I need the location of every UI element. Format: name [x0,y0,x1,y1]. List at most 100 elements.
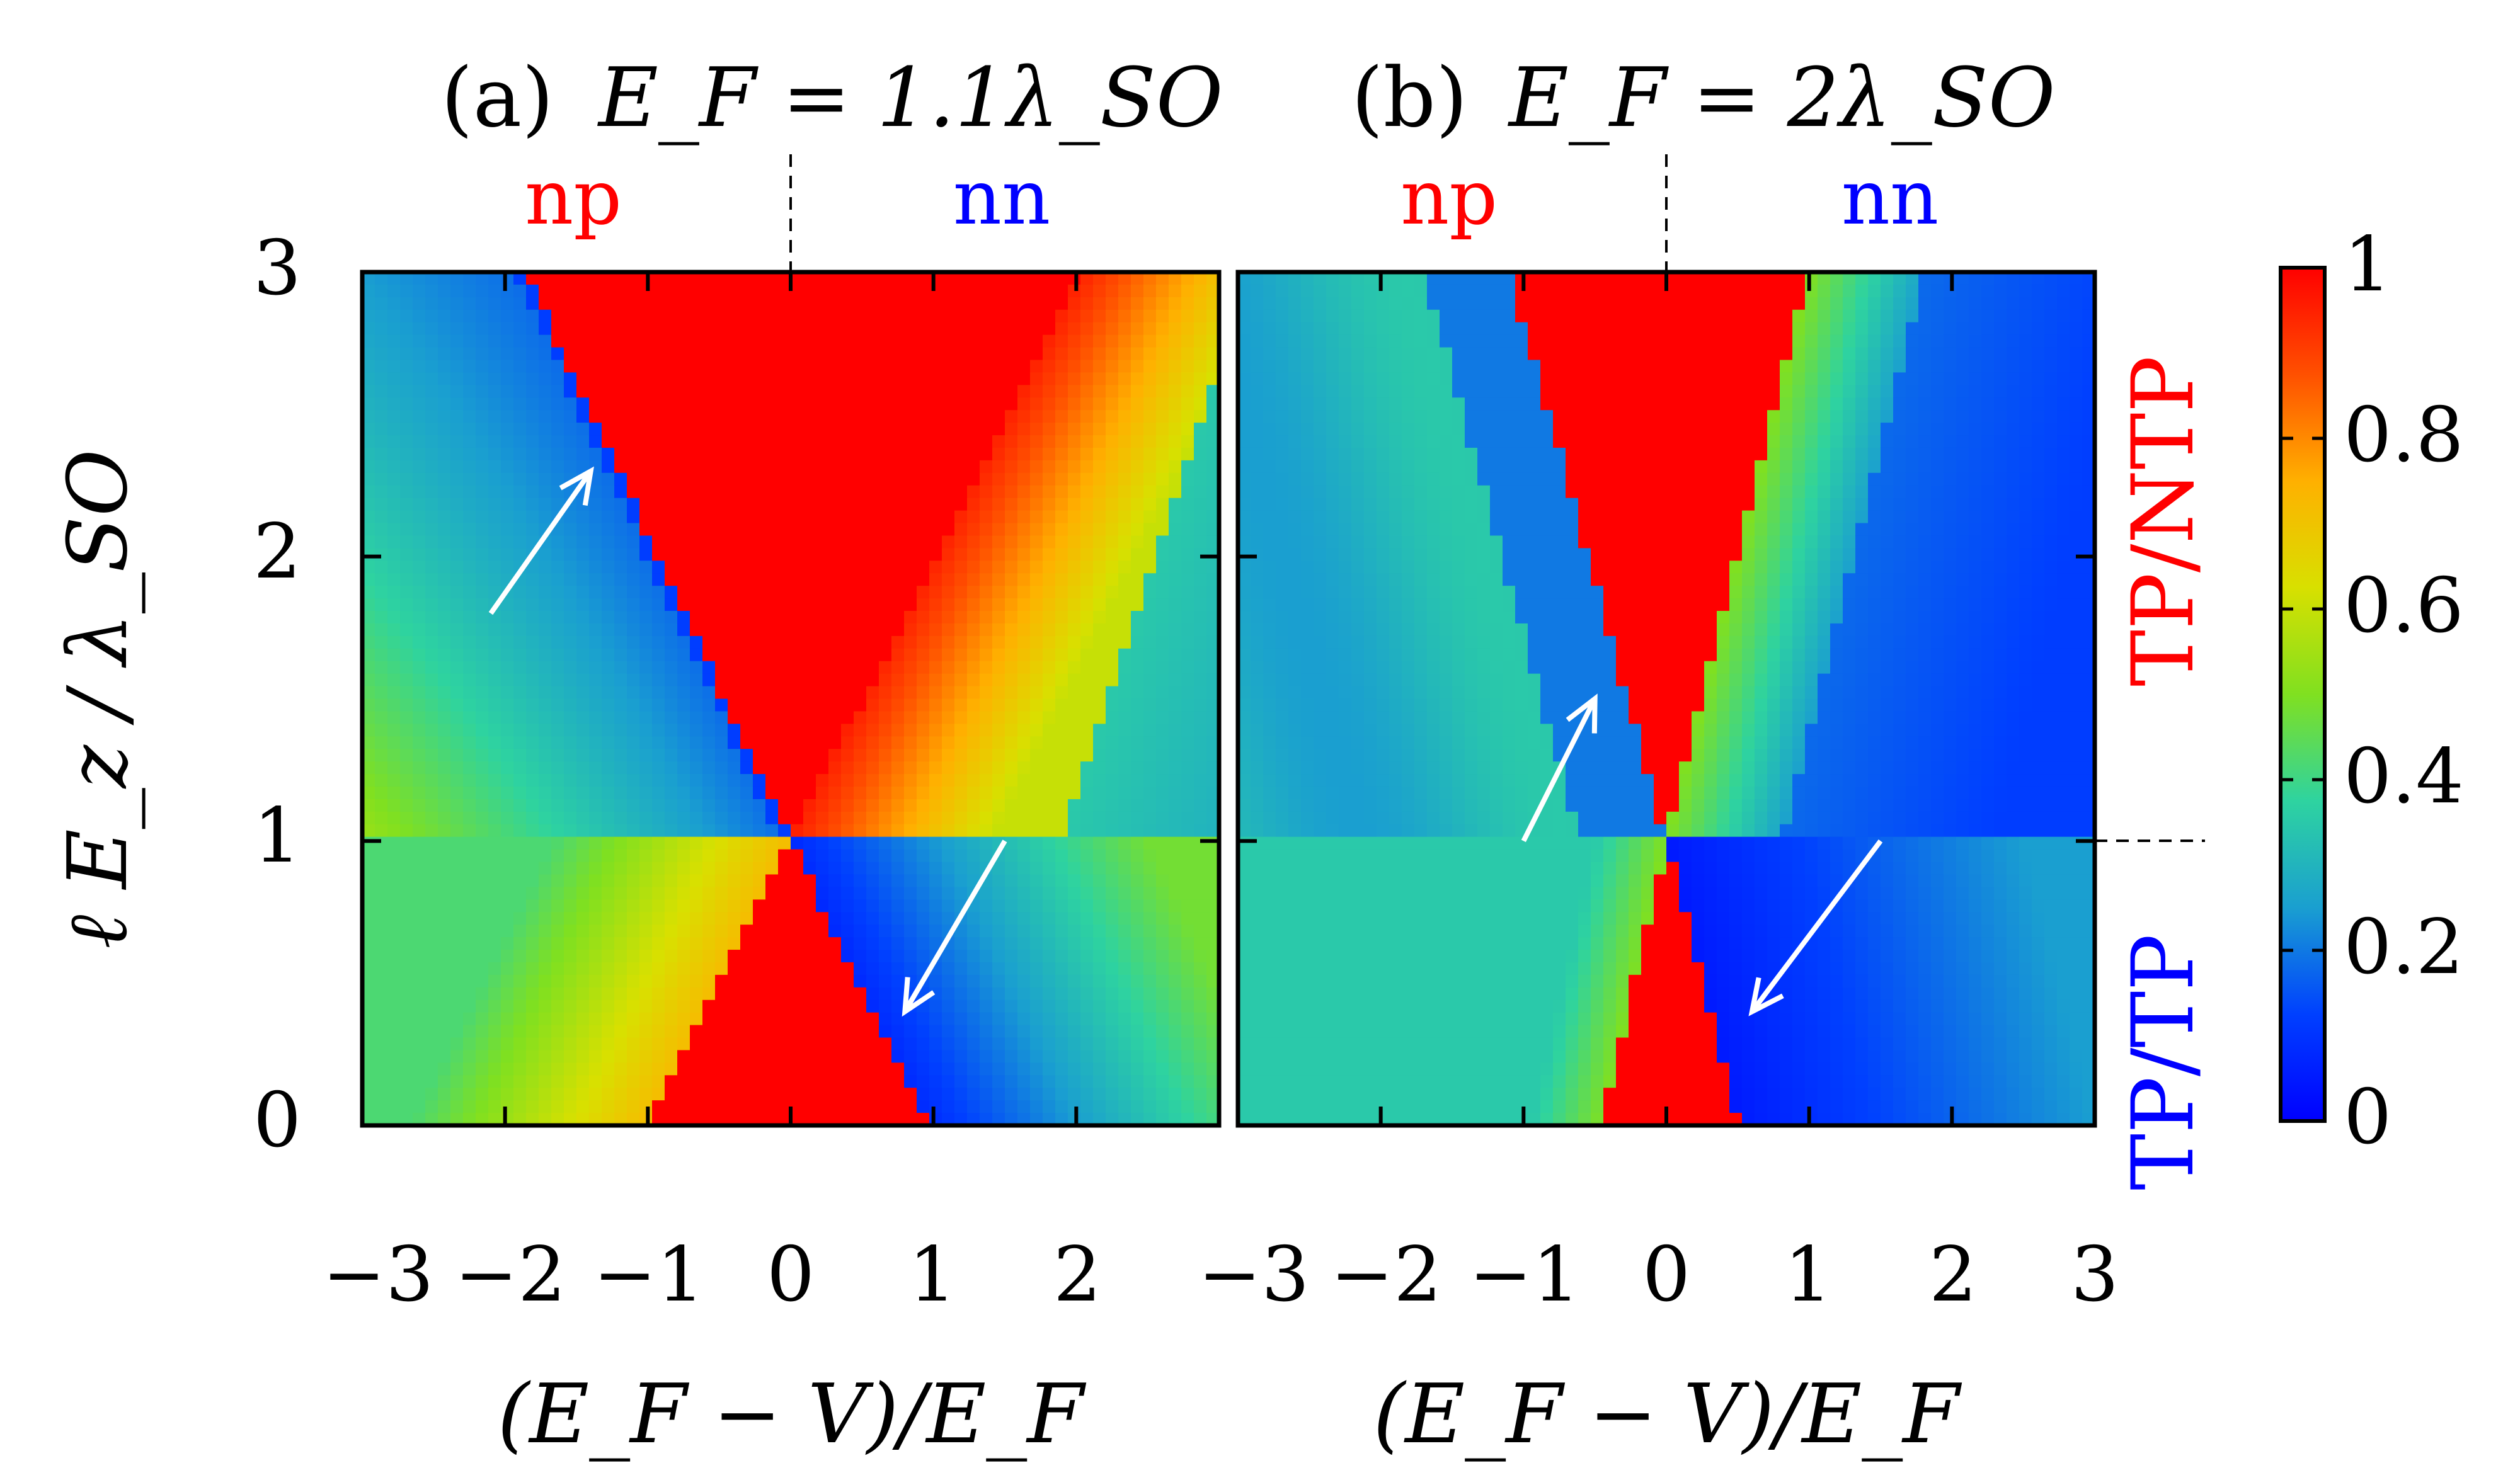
heatmap-cell [1043,1037,1056,1051]
heatmap-cell [438,1050,451,1063]
heatmap-cell [1288,799,1302,812]
heatmap-cell [413,573,426,586]
heatmap-cell [917,1037,930,1051]
heatmap-cell [1263,1088,1276,1101]
heatmap-cell [589,786,602,800]
heatmap-cell [1169,284,1182,298]
heatmap-cell [1143,836,1157,850]
heatmap-cell [954,510,968,524]
heatmap-cell [929,849,942,863]
heatmap-cell [551,435,564,448]
heatmap-cell [803,974,816,988]
heatmap-cell [1055,987,1068,1001]
heatmap-cell [942,460,955,474]
heatmap-cell [803,611,816,624]
heatmap-cell [639,573,653,586]
heatmap-cell [627,1012,640,1026]
heatmap-cell [564,397,577,411]
heatmap-cell [803,711,816,724]
heatmap-cell [728,874,741,887]
heatmap-cell [387,673,401,687]
heatmap-cell [564,309,577,323]
heatmap-cell [904,561,917,574]
heatmap-cell [1194,548,1207,561]
heatmap-cell [841,686,854,700]
heatmap-cell [891,736,905,749]
heatmap-cell [513,648,527,662]
heatmap-cell [501,1088,514,1101]
heatmap-cell [917,623,930,637]
heatmap-cell [1106,912,1119,925]
heatmap-cell [1080,611,1094,624]
heatmap-cell [576,661,590,675]
heatmap-cell [854,423,867,436]
heatmap-cell [1131,661,1144,675]
heatmap-cell [967,849,980,863]
heatmap-cell [866,999,879,1013]
heatmap-cell [1143,1025,1157,1039]
heatmap-cell [488,1012,501,1026]
heatmap-cell [476,912,489,925]
heatmap-cell [1238,410,1251,423]
heatmap-cell [614,1075,627,1088]
heatmap-cell [1238,284,1251,298]
heatmap-cell [513,611,527,624]
heatmap-cell [992,1113,1005,1125]
heatmap-cell [1181,1012,1194,1026]
heatmap-cell [690,811,703,825]
heatmap-cell [954,360,968,373]
heatmap-cell [715,272,728,285]
heatmap-cell [992,586,1005,599]
heatmap-cell [1143,1113,1157,1125]
heatmap-cell [1017,962,1031,976]
heatmap-cell [1068,1050,1081,1063]
heatmap-cell [589,1113,602,1125]
heatmap-cell [1131,648,1144,662]
heatmap-cell [765,1050,779,1063]
heatmap-cell [627,385,640,398]
heatmap-cell [677,925,690,938]
heatmap-cell [1093,761,1106,775]
heatmap-cell [488,736,501,749]
heatmap-cell [1106,1062,1119,1076]
heatmap-cell [1288,974,1302,988]
heatmap-cell [1194,498,1207,511]
heatmap-cell [816,435,829,448]
heatmap-cell [463,673,476,687]
heatmap-cell [614,849,627,863]
heatmap-cell [438,912,451,925]
heatmap-cell [413,598,426,612]
heatmap-cell [1276,937,1289,950]
heatmap-cell [677,397,690,411]
heatmap-cell [715,1062,728,1076]
heatmap-cell [1238,360,1251,373]
heatmap-cell [652,535,665,549]
heatmap-cell [778,811,791,825]
heatmap-cell [539,673,552,687]
heatmap-cell [740,548,753,561]
heatmap-cell [1118,698,1131,712]
heatmap-cell [1276,573,1289,586]
heatmap-cell [463,423,476,436]
heatmap-cell [1043,686,1056,700]
heatmap-cell [891,999,905,1013]
heatmap-cell [1131,1113,1144,1125]
heatmap-cell [614,937,627,950]
heatmap-cell [602,774,615,787]
heatmap-cell [841,423,854,436]
heatmap-cell [501,962,514,976]
heatmap-cell [576,673,590,687]
heatmap-cell [1169,1062,1182,1076]
heatmap-cell [1169,460,1182,474]
heatmap-cell [816,460,829,474]
heatmap-cell [740,460,753,474]
heatmap-cell [1030,1025,1043,1039]
heatmap-cell [1055,786,1068,800]
heatmap-cell [589,284,602,298]
heatmap-cell [1263,309,1276,323]
heatmap-cell [438,811,451,825]
heatmap-cell [476,472,489,486]
heatmap-cell [1093,673,1106,687]
heatmap-cell [1206,887,1219,900]
heatmap-cell [677,548,690,561]
